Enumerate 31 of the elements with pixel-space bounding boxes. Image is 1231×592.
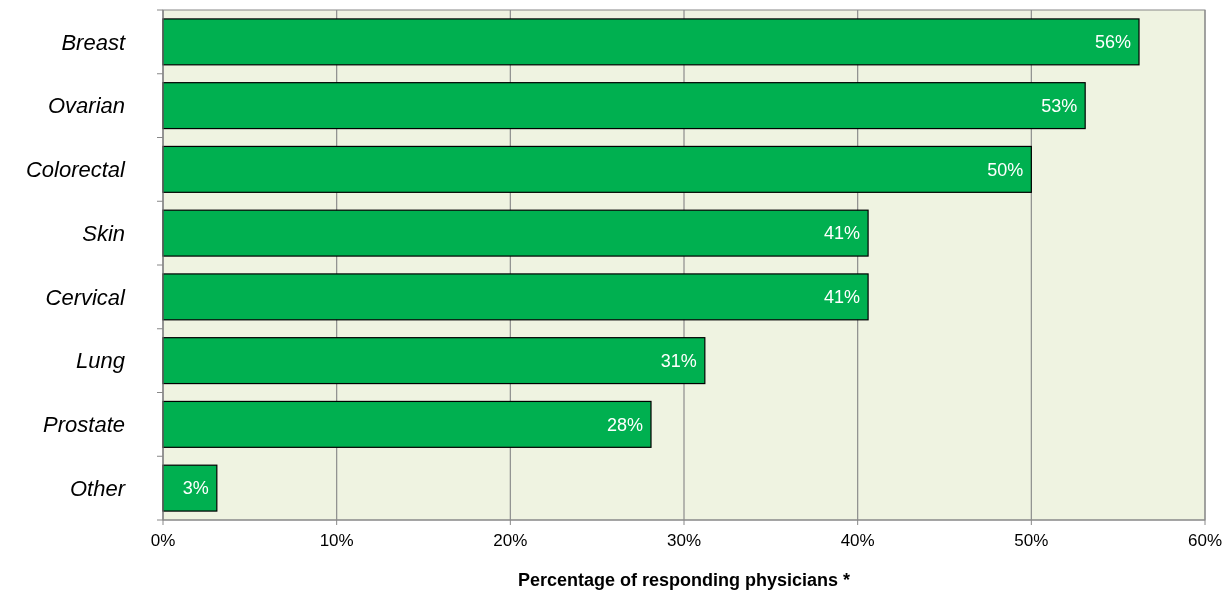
x-tick-label: 40% [840, 531, 875, 550]
x-tick-label: 20% [493, 531, 528, 550]
bar [162, 337, 706, 385]
y-tick-label: Ovarian [47, 93, 125, 119]
data-label: 53% [1041, 95, 1078, 116]
bar [162, 145, 1032, 193]
y-tick-label: Cervical [45, 284, 127, 310]
y-tick-label: Lung [76, 348, 126, 374]
data-label: 3% [182, 478, 209, 499]
x-tick-label: 0% [150, 531, 176, 550]
data-label: 56% [1094, 32, 1132, 53]
bar [162, 400, 652, 448]
y-tick-label: Skin [82, 220, 125, 246]
bar [162, 273, 869, 321]
x-tick-label: 10% [319, 531, 354, 550]
y-tick-label: Prostate [43, 412, 125, 438]
x-tick-label: 50% [1014, 531, 1049, 550]
data-label: 41% [824, 287, 861, 308]
data-label: 31% [660, 350, 697, 371]
data-label: 28% [606, 414, 643, 435]
x-tick-label: 60% [1187, 531, 1223, 550]
bar [162, 209, 869, 257]
data-label: 50% [987, 159, 1024, 180]
bar [162, 82, 1086, 130]
data-label: 41% [824, 223, 861, 244]
x-axis-title: Percentage of responding physicians * [517, 570, 851, 590]
x-tick-label: 30% [666, 531, 702, 550]
bar [162, 18, 1140, 66]
y-tick-label: Breast [61, 29, 126, 55]
y-tick-label: Colorectal [25, 157, 127, 183]
y-tick-label: Other [69, 475, 127, 501]
